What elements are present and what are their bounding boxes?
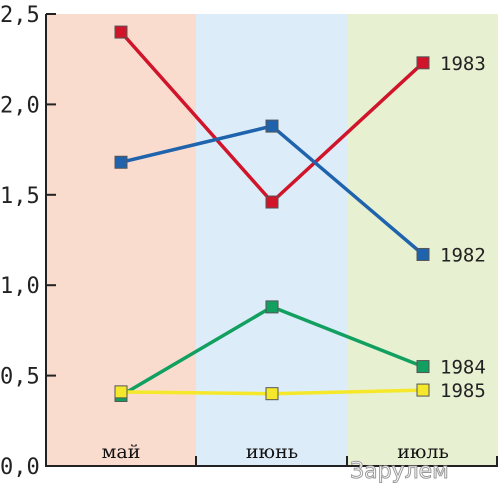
series-label: 1982 bbox=[440, 244, 486, 266]
data-point bbox=[114, 385, 128, 399]
series-label: 1983 bbox=[440, 53, 486, 75]
data-point bbox=[416, 247, 430, 261]
data-point bbox=[114, 155, 128, 169]
x-tick-label: июль bbox=[397, 441, 449, 463]
series-1983 bbox=[114, 25, 430, 209]
data-point bbox=[416, 56, 430, 70]
axes bbox=[45, 14, 498, 467]
data-point bbox=[416, 360, 430, 374]
data-point bbox=[114, 25, 128, 39]
y-tick-label: 0,0 bbox=[0, 455, 40, 480]
series-group bbox=[114, 25, 430, 402]
data-point bbox=[265, 387, 279, 401]
data-point bbox=[265, 195, 279, 209]
y-tick-label: 1,5 bbox=[0, 184, 40, 209]
data-point bbox=[265, 119, 279, 133]
data-point bbox=[416, 383, 430, 397]
series-label: 1985 bbox=[440, 380, 486, 402]
x-ticks: май июнь июль bbox=[102, 441, 498, 466]
y-tick-label: 2,5 bbox=[0, 3, 40, 28]
x-tick-label: июнь bbox=[246, 441, 298, 463]
y-ticks: 0,0 0,5 1,0 1,5 2,0 2,5 bbox=[0, 3, 56, 480]
data-point bbox=[265, 300, 279, 314]
series-1982 bbox=[114, 119, 430, 261]
watermark-text: Зарулем bbox=[350, 459, 449, 484]
series-1985 bbox=[114, 383, 430, 401]
y-tick-label: 2,0 bbox=[0, 93, 40, 118]
series-label: 1984 bbox=[440, 357, 486, 379]
y-tick-label: 1,0 bbox=[0, 274, 40, 299]
x-tick-label: май bbox=[102, 441, 141, 463]
y-tick-label: 0,5 bbox=[0, 365, 40, 390]
